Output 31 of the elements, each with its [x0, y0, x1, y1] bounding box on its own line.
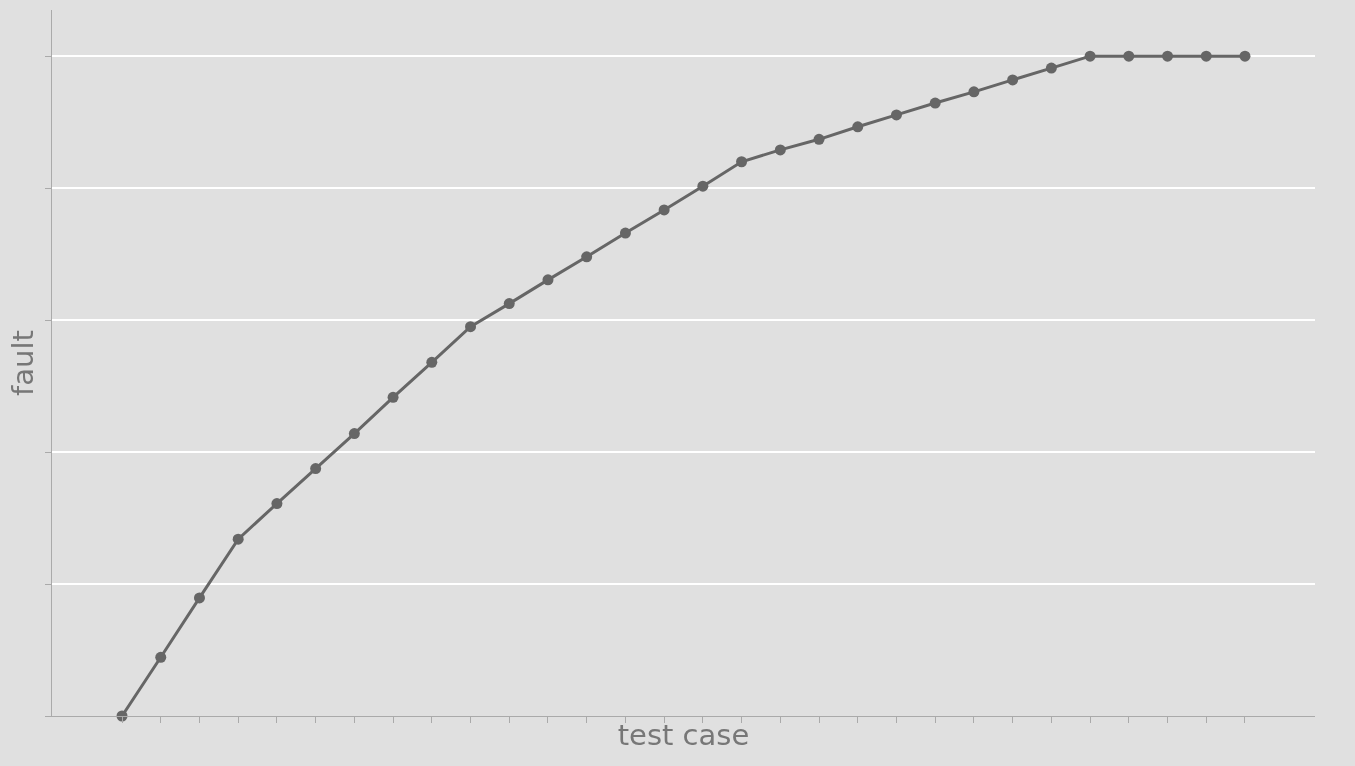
- point: [310, 463, 322, 475]
- point: [658, 204, 670, 216]
- point: [271, 498, 283, 510]
- point: [1084, 50, 1096, 62]
- point: [193, 592, 205, 604]
- point: [1007, 74, 1019, 86]
- point: [1200, 50, 1212, 62]
- point: [465, 321, 477, 333]
- point: [619, 227, 631, 239]
- point: [1239, 50, 1251, 62]
- point: [581, 251, 593, 263]
- point: [774, 144, 786, 156]
- point: [503, 298, 515, 310]
- x-axis-title: test case: [617, 717, 750, 752]
- point: [348, 428, 360, 440]
- point: [968, 86, 980, 98]
- point: [155, 651, 167, 663]
- point: [387, 391, 399, 403]
- point: [852, 121, 864, 133]
- point: [929, 97, 941, 109]
- point: [697, 180, 709, 192]
- point: [813, 133, 825, 145]
- point: [542, 274, 554, 286]
- point: [1123, 50, 1135, 62]
- point: [890, 109, 902, 121]
- point: [426, 356, 438, 368]
- point: [736, 156, 748, 168]
- point: [1162, 50, 1174, 62]
- point: [1045, 62, 1057, 74]
- y-axis-title: fault: [6, 330, 41, 396]
- point: [232, 533, 244, 545]
